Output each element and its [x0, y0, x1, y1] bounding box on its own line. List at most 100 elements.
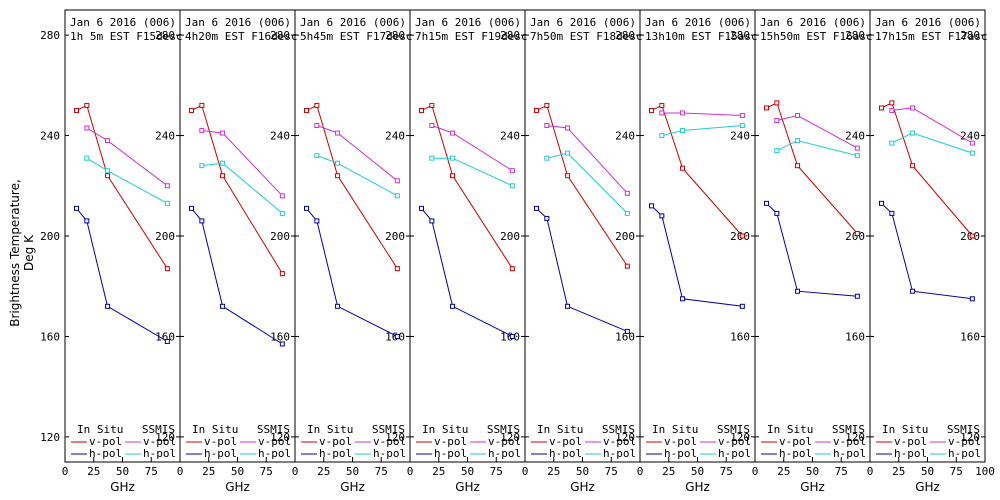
data-point	[739, 303, 745, 309]
legend-label-ssmis: h-pol	[488, 447, 521, 460]
x-tick-label: 75	[145, 465, 158, 478]
legend-insitu-title: In Situ	[307, 423, 353, 436]
x-tick-label: 75	[835, 465, 848, 478]
series-line-1	[651, 205, 743, 307]
series-line-0	[76, 104, 168, 269]
data-point	[969, 150, 975, 156]
data-point	[105, 173, 111, 179]
legend-label-ssmis: v-pol	[948, 435, 981, 448]
data-point	[429, 218, 435, 224]
panel-subtitle: 17h15m EST F17asc	[875, 30, 988, 43]
y-tick-label-outer: 120	[40, 431, 60, 444]
series-line-3	[201, 162, 283, 214]
data-point	[335, 173, 341, 179]
y-tick-label: 120	[385, 431, 405, 444]
legend-label-ssmis: h-pol	[373, 447, 406, 460]
legend-label-insitu: v-pol	[779, 435, 812, 448]
series-line-1	[881, 203, 973, 300]
data-point	[314, 123, 320, 129]
legend-label-ssmis: h-pol	[258, 447, 291, 460]
data-point	[910, 163, 916, 169]
y-tick-label-outer: 160	[40, 330, 60, 343]
data-point	[854, 145, 860, 151]
series-line-1	[76, 208, 168, 342]
data-point	[774, 148, 780, 154]
series-line-3	[546, 152, 628, 214]
x-tick-label: 0	[62, 465, 69, 478]
y-tick-label: 240	[155, 130, 175, 143]
x-tick-label: 75	[375, 465, 388, 478]
data-point	[394, 333, 400, 339]
legend-label-ssmis: h-pol	[603, 447, 636, 460]
data-point	[889, 210, 895, 216]
legend-ssmis-title: SSMIS	[487, 423, 520, 436]
series-line-3	[431, 157, 513, 187]
data-point	[450, 130, 456, 136]
x-axis-label: GHz	[570, 480, 595, 494]
data-point	[795, 112, 801, 118]
panel-title: Jan 6 2016 (006)	[645, 16, 751, 29]
legend-label-ssmis: h-pol	[833, 447, 866, 460]
data-point	[429, 155, 435, 161]
legend-label-insitu: h-pol	[319, 447, 352, 460]
series-line-3	[776, 140, 858, 157]
data-point	[164, 338, 170, 344]
x-tick-label: 25	[202, 465, 215, 478]
y-tick-label: 120	[960, 431, 980, 444]
legend-label-insitu: v-pol	[434, 435, 467, 448]
y-tick-label: 120	[500, 431, 520, 444]
x-tick-label: 100	[975, 465, 995, 478]
data-point	[509, 333, 515, 339]
y-tick-label: 280	[155, 29, 175, 42]
y-tick-label: 280	[615, 29, 635, 42]
series-line-0	[536, 104, 628, 267]
x-axis-label: GHz	[915, 480, 940, 494]
y-tick-label: 200	[845, 230, 865, 243]
data-point	[84, 125, 90, 131]
data-point	[624, 263, 630, 269]
x-tick-label: 0	[522, 465, 529, 478]
legend-label-ssmis: h-pol	[143, 447, 176, 460]
panel-title: Jan 6 2016 (006)	[530, 16, 636, 29]
y-tick-label-outer: 200	[40, 230, 60, 243]
series-line-1	[421, 208, 513, 337]
panel-title: Jan 6 2016 (006)	[760, 16, 866, 29]
y-tick-label: 120	[730, 431, 750, 444]
data-point	[764, 200, 769, 206]
y-tick-label: 240	[730, 130, 750, 143]
legend-label-insitu: v-pol	[319, 435, 352, 448]
data-point	[774, 210, 780, 216]
x-tick-label: 75	[490, 465, 503, 478]
y-tick-label: 120	[155, 431, 175, 444]
x-axis-label: GHz	[340, 480, 365, 494]
data-point	[279, 341, 285, 347]
data-point	[304, 205, 309, 211]
legend-ssmis-title: SSMIS	[717, 423, 750, 436]
data-point	[910, 288, 916, 294]
panel-subtitle: 13h10m EST F15asc	[645, 30, 758, 43]
y-tick-label: 280	[270, 29, 290, 42]
data-point	[659, 133, 665, 139]
x-tick-label: 25	[892, 465, 905, 478]
y-tick-label: 160	[730, 330, 750, 343]
legend-label-ssmis: h-pol	[948, 447, 981, 460]
data-point	[565, 303, 571, 309]
data-point	[565, 150, 571, 156]
legend-ssmis-title: SSMIS	[372, 423, 405, 436]
y-tick-label: 280	[845, 29, 865, 42]
y-tick-label: 200	[615, 230, 635, 243]
data-point	[335, 303, 341, 309]
data-point	[879, 200, 884, 206]
legend-label-insitu: h-pol	[664, 447, 697, 460]
data-point	[565, 125, 571, 131]
legend-insitu-title: In Situ	[882, 423, 928, 436]
data-point	[969, 296, 975, 302]
data-point	[304, 107, 309, 113]
legend-ssmis-title: SSMIS	[947, 423, 980, 436]
x-tick-label: 25	[432, 465, 445, 478]
data-point	[220, 173, 226, 179]
data-point	[680, 165, 686, 171]
panel-subtitle: 1h 5m EST F15desc	[70, 30, 183, 43]
legend-label-insitu: h-pol	[894, 447, 927, 460]
legend-label-insitu: v-pol	[549, 435, 582, 448]
